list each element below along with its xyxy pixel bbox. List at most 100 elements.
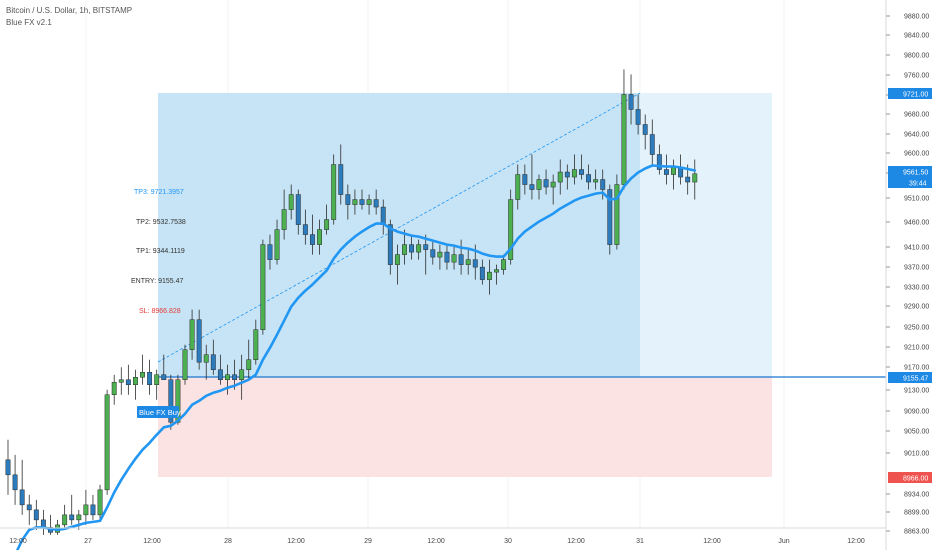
- candle-body: [649, 134, 655, 155]
- candle-body: [430, 249, 436, 258]
- candle-body: [317, 229, 322, 245]
- candle-body: [5, 459, 11, 476]
- candle-body: [104, 394, 110, 491]
- svg-text:9155.47: 9155.47: [903, 376, 928, 383]
- candle-body: [19, 489, 25, 506]
- last-price-badge: 9561.50: [888, 166, 932, 177]
- candle-body: [543, 179, 549, 188]
- candle-body: [97, 489, 103, 516]
- candle-body: [437, 251, 443, 258]
- time-tick-label: 12:00: [703, 538, 721, 545]
- candle-body: [83, 504, 89, 516]
- candle-body: [295, 194, 301, 225]
- candle-body: [444, 251, 450, 263]
- time-tick-label: 29: [364, 538, 372, 545]
- ema-line: [15, 164, 697, 550]
- candle-body: [394, 254, 400, 265]
- candle-body: [628, 94, 634, 110]
- candle-body: [458, 254, 464, 265]
- time-axis[interactable]: 12:00 27 12:00 28 12:00 29 12:00 30 12:00 31 12:00…: [0, 527, 886, 545]
- sl-label: SL: 8966.828: [139, 308, 181, 315]
- price-tick-label: 9090.00: [904, 409, 929, 416]
- candle-body: [154, 374, 160, 385]
- indicator-title[interactable]: Blue FX v2.1: [6, 18, 52, 27]
- candle-body: [203, 354, 209, 363]
- entry-label: ENTRY: 9155.47: [131, 278, 184, 285]
- candle-body: [380, 206, 386, 225]
- price-tick-label: 9840.00: [904, 33, 929, 40]
- candle-body: [90, 504, 96, 516]
- price-tick-label: 9760.00: [904, 73, 929, 80]
- candle-body: [246, 359, 252, 370]
- candle-body: [465, 259, 471, 265]
- candle-body: [62, 514, 68, 526]
- price-tick-label: 9250.00: [904, 325, 929, 332]
- candle-body: [196, 319, 202, 363]
- candle-body: [217, 369, 223, 380]
- candle-body: [260, 244, 266, 330]
- candle-body: [692, 173, 698, 183]
- candle-body: [281, 209, 287, 230]
- entry-price-badge: 9155.47: [888, 372, 932, 383]
- time-axis-ticks: 12:00 27 12:00 28 12:00 29 12:00 30 12:00 31 12:00…: [9, 538, 865, 545]
- price-tick-label: 9370.00: [904, 265, 929, 272]
- candle-body: [274, 229, 280, 260]
- candle-body: [168, 379, 174, 423]
- candle-body: [359, 199, 365, 205]
- candle-body: [685, 176, 691, 183]
- candle-body: [479, 266, 485, 280]
- time-tick-label: 12:00: [427, 538, 445, 545]
- time-tick-label: 12:00: [9, 538, 27, 545]
- price-tick-label: 8899.00: [904, 510, 929, 517]
- candle-body: [451, 254, 457, 263]
- price-tick-label: 9880.00: [904, 14, 929, 21]
- candle-body: [508, 199, 514, 260]
- time-tick-label: 12:00: [847, 538, 865, 545]
- candle-body: [189, 319, 195, 350]
- candle-body: [529, 184, 535, 190]
- price-tick-label: 9800.00: [904, 53, 929, 60]
- tp2-label: TP2: 9532.7538: [136, 219, 186, 226]
- candle-body: [373, 199, 379, 208]
- candle-body: [267, 244, 273, 260]
- tp1-label: TP1: 9344.1119: [136, 248, 185, 255]
- candle-body: [515, 174, 521, 200]
- candle-body: [331, 164, 337, 220]
- candle-body: [557, 171, 563, 183]
- time-tick-label: 27: [84, 538, 92, 545]
- price-tick-label: 9290.00: [904, 304, 929, 311]
- price-tick-label: 9510.00: [904, 196, 929, 203]
- price-tick-label: 9170.00: [904, 365, 929, 372]
- symbol-title[interactable]: Bitcoin / U.S. Dollar, 1h, BITSTAMP: [6, 6, 133, 15]
- price-axis[interactable]: 9880.009840.009800.009760.009720.009680.…: [885, 0, 932, 550]
- tp3-price-badge: 9721.00: [888, 88, 932, 99]
- candle-body: [140, 371, 145, 378]
- time-tick-label: 30: [504, 538, 512, 545]
- candle-body: [416, 244, 422, 253]
- candle-body: [69, 514, 75, 521]
- tp3-label: TP3: 9721.3957: [134, 189, 184, 196]
- candle-body: [586, 174, 592, 183]
- candle-body: [472, 259, 478, 268]
- time-tick-label: 31: [636, 538, 644, 545]
- candle-body: [671, 166, 676, 175]
- price-tick-label: 9210.00: [904, 345, 929, 352]
- candle-body: [118, 379, 124, 383]
- candle-body: [635, 109, 641, 125]
- svg-text:8966.00: 8966.00: [903, 476, 928, 483]
- candle-body: [125, 379, 131, 385]
- svg-text:39:44: 39:44: [909, 181, 927, 188]
- candle-body: [593, 179, 599, 183]
- buy-signal-marker[interactable]: Blue FX Buy: [137, 406, 181, 418]
- candle-body: [111, 381, 117, 396]
- buy-signal-text: Blue FX Buy: [139, 408, 181, 417]
- price-tick-label: 9600.00: [904, 151, 929, 158]
- profit-zone: [158, 93, 640, 377]
- candle-body: [232, 374, 238, 380]
- candle-body: [352, 199, 358, 205]
- candle-body: [225, 374, 230, 380]
- candle-body: [607, 189, 613, 245]
- time-tick-label: 12:00: [143, 538, 161, 545]
- price-tick-label: 9410.00: [904, 245, 929, 252]
